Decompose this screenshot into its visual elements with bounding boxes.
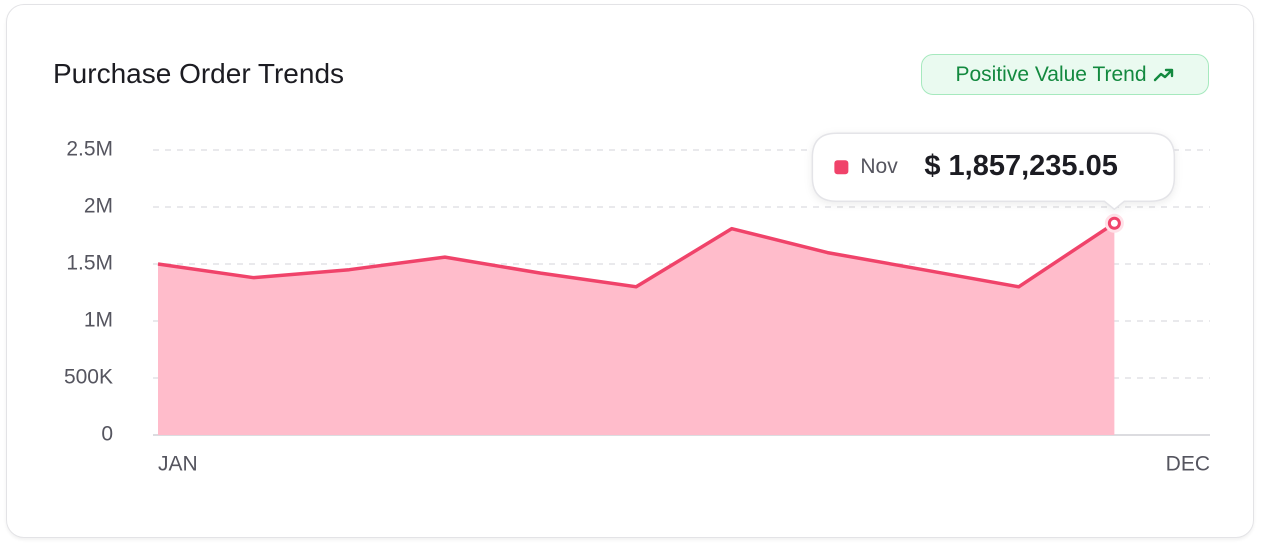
y-tick-label: 0 (101, 423, 113, 446)
y-tick-label: 2M (84, 195, 113, 218)
x-tick-label: JAN (158, 453, 198, 476)
point-center (1110, 219, 1118, 227)
tooltip-value: $ 1,857,235.05 (924, 150, 1118, 182)
y-tick-label: 2.5M (66, 138, 113, 161)
badge-text: Positive Value Trend (955, 62, 1147, 86)
tooltip-swatch (834, 160, 849, 175)
trend-badge: Positive Value Trend (921, 54, 1209, 95)
y-tick-label: 500K (64, 366, 113, 389)
card-title: Purchase Order Trends (53, 58, 345, 89)
area (158, 223, 1115, 435)
trend-icon (1153, 68, 1173, 81)
tooltip-category: Nov (860, 155, 898, 178)
x-tick-label: DEC (1166, 453, 1210, 476)
line (157, 221, 1116, 289)
y-tick-label: 1M (84, 309, 113, 332)
tooltip-box (811, 132, 1176, 211)
card (6, 4, 1254, 538)
tooltip: Nov $ 1,857,235.05 (811, 132, 1176, 211)
y-tick-label: 1.5M (66, 252, 113, 275)
